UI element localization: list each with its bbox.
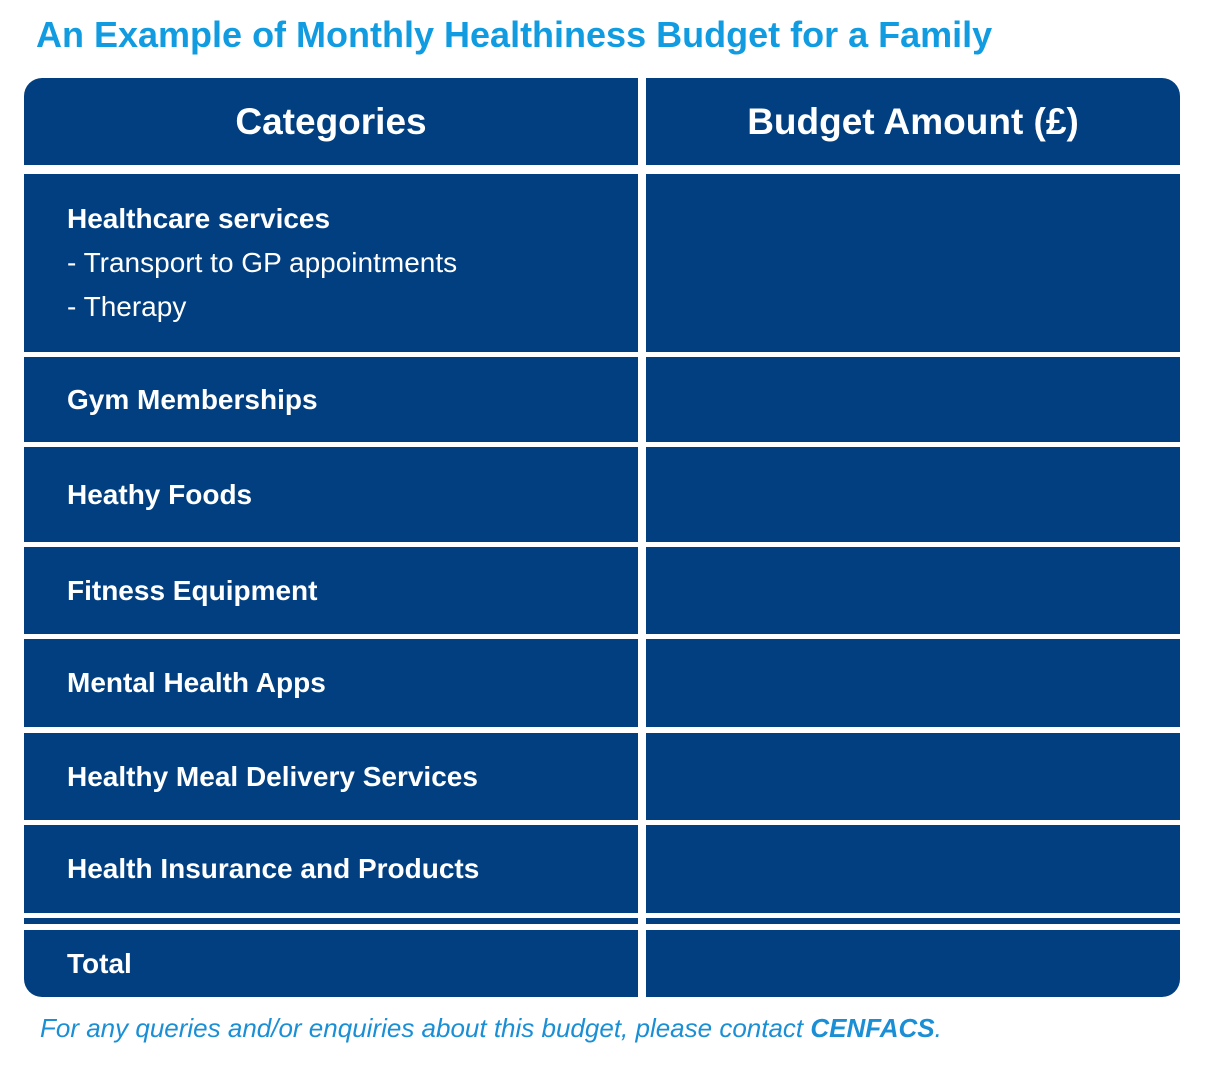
- category-cell: Gym Memberships: [24, 357, 638, 442]
- category-cell: Healthy Meal Delivery Services: [24, 733, 638, 820]
- amount-cell: [646, 733, 1180, 820]
- category-label: Gym Memberships: [67, 383, 318, 415]
- category-item: - Transport to GP appointments: [67, 247, 458, 278]
- category-cell: Healthcare services - Transport to GP app…: [24, 174, 638, 352]
- header-cell: Categories: [24, 78, 638, 165]
- category-label: Healthy Meal Delivery Services: [67, 760, 478, 792]
- category-cell: Total: [24, 930, 638, 997]
- category-label: Heathy Foods: [67, 478, 253, 510]
- category-label: Health Insurance and Products: [67, 853, 480, 884]
- category-cell: Health Insurance and Products: [24, 825, 638, 913]
- amount-cell: [646, 357, 1180, 442]
- footer-org: CENFACS: [810, 1013, 935, 1043]
- divider-strip: [24, 918, 638, 924]
- header-cell: Budget Amount (£): [646, 78, 1180, 165]
- category-item: - Therapy: [67, 291, 187, 322]
- category-cell: Heathy Foods: [24, 447, 638, 542]
- amount-cell: [646, 174, 1180, 352]
- divider-strip: [646, 918, 1180, 924]
- category-label: Mental Health Apps: [67, 667, 326, 698]
- category-cell: Mental Health Apps: [24, 639, 638, 727]
- footer-text: For any queries and/or enquiries about t…: [40, 1013, 811, 1043]
- footer-end: .: [934, 1013, 942, 1043]
- category-label: Fitness Equipment: [67, 574, 318, 606]
- category-label: Healthcare services: [67, 203, 331, 234]
- footer: For any queries and/or enquiries about t…: [40, 1013, 942, 1044]
- amount-cell: [646, 447, 1180, 542]
- amount-cell: [646, 825, 1180, 913]
- category-cell: Fitness Equipment: [24, 547, 638, 634]
- category-label: Total: [67, 947, 132, 979]
- amount-cell: [646, 930, 1180, 997]
- amount-cell: [646, 547, 1180, 634]
- amount-cell: [646, 639, 1180, 727]
- title: An Example of Monthly Healthiness Budget…: [36, 14, 993, 55]
